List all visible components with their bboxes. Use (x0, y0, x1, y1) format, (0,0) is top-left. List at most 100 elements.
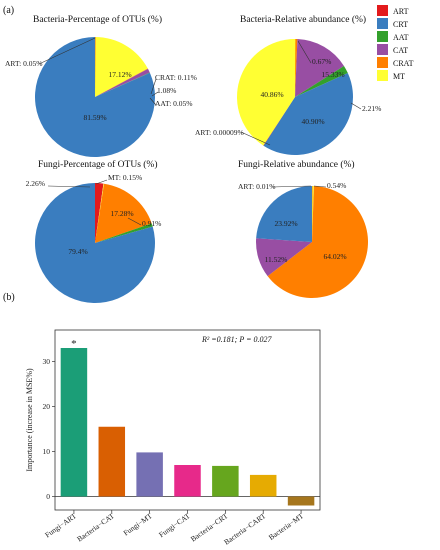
pie-2-leader-art (240, 131, 271, 146)
y-tick-label-10: 10 (43, 447, 51, 456)
pie-2-label-crt: 40.90% (301, 117, 324, 126)
panel-b-label: (b) (3, 292, 15, 303)
pie-2-slice-crt (263, 73, 353, 155)
pie-1-slice-aat (95, 72, 150, 97)
bars: * (60, 338, 315, 506)
pie-4-label-art: ART: 0.01% (238, 182, 276, 191)
pie-3-slice-crt (34, 183, 155, 304)
pie-1-leader-cat (151, 91, 159, 97)
y-tick-label-0: 0 (46, 492, 50, 501)
significance-marker: * (71, 338, 77, 350)
pie-4-label-cat: 11.52% (265, 255, 288, 264)
bar-fungi-mt (136, 452, 163, 497)
bar-fungi-cat (174, 465, 201, 497)
pie-1-label-crt: 81.59% (83, 113, 106, 122)
legend-swatch-art (377, 5, 388, 16)
pie-2-label-art: ART: 0.00009% (195, 128, 244, 137)
pie-2-leader-crat (297, 40, 312, 64)
pie-4-slice-cat (256, 238, 312, 277)
pie-3-slice-crat (95, 183, 152, 243)
x-category-label-0: Fungi−ART (43, 511, 78, 539)
pie-1-slice-cat (95, 68, 150, 97)
pie-4-label-crt: 23.92% (274, 219, 297, 228)
panel-a-label: (a) (3, 5, 14, 16)
bar-bacteria-crt (212, 465, 239, 497)
pie-3-label-cat: MT: 0.15% (108, 173, 142, 182)
pie-4-title: Fungi-Relative abundance (%) (238, 159, 355, 170)
pie-4-label-crat: 64.02% (323, 252, 346, 261)
pie-chart-fungi-abundance: ART: 0.01% 23.92% 11.52% 64.02% 0.54% (238, 181, 369, 298)
bar-fungi-art (60, 348, 88, 497)
x-category-label-2: Fungi−MT (122, 511, 155, 538)
legend-label-aat: AAT (393, 33, 409, 42)
legend-label-art: ART (393, 7, 409, 16)
legend-label-crt: CRT (393, 20, 408, 29)
pie-4-slice-crt (256, 186, 312, 242)
pie-1-slice-crat (95, 68, 148, 97)
pie-2-slice-mt (237, 38, 296, 146)
legend-label-crat: CRAT (393, 59, 414, 68)
legend-swatch-crat (377, 57, 388, 68)
x-category-label-5: Bacteria−CART (222, 511, 267, 547)
pie-3-label-crt: 79.4% (68, 247, 87, 256)
pie-1-leader-aat (149, 97, 157, 106)
pie-chart-bacteria-otus: ART: 0.05% 81.59% AAT: 0.05% 1.08% CRAT: 0.1… (5, 36, 197, 157)
pie-3-slice-mt (95, 183, 105, 243)
pie-2-label-crat: 0.67% (312, 57, 331, 66)
pie-2-label-cat: 15.33% (321, 70, 344, 79)
legend-swatch-mt (377, 70, 388, 81)
legend-swatch-aat (377, 31, 388, 42)
pie-2-label-aat: 2.21% (362, 104, 381, 113)
pie-2-slice-aat (295, 65, 348, 97)
pie-2-title: Bacteria-Relative abundance (%) (240, 14, 366, 25)
pie-4-leader-art (271, 185, 312, 188)
pie-2-leader-aat (350, 102, 362, 110)
pie-1-slice-mt (95, 37, 148, 97)
bar-chart-importance: R² =0.181; P = 0.027 Importance (increas… (25, 329, 321, 547)
pie-chart-fungi-otus: 2.26% 79.4% 0.91% MT: 0.15% 17.28% (26, 173, 161, 304)
x-category-label-1: Bacteria−CAT (75, 511, 116, 543)
bar-bacteria-cart (249, 474, 277, 497)
pie-2-label-mt: 40.86% (260, 90, 283, 99)
y-tick-label-30: 30 (43, 357, 51, 366)
pie-3-slice-aat (95, 223, 153, 243)
pie-2-slice-crat (295, 38, 298, 97)
legend-swatch-cat (377, 44, 388, 55)
pie-3-leader-cat (95, 179, 108, 185)
pie-1-label-mt: 17.12% (108, 70, 131, 79)
pie-4-slice-mt (312, 185, 314, 242)
y-axis-title: Importance (increase in MSE%) (25, 368, 34, 472)
pie-3-label-art: 2.26% (26, 179, 45, 188)
bar-bacteria-mt (287, 496, 315, 506)
pie-4-leader-mt (313, 185, 327, 188)
stats-annotation: R² =0.181; P = 0.027 (201, 335, 272, 344)
bar-bacteria-cat (98, 426, 126, 497)
legend: ART CRT AAT CAT CRAT MT (377, 5, 414, 81)
pie-3-leader-art (47, 185, 91, 188)
pie-3-label-crat: 17.28% (110, 209, 133, 218)
x-category-label-6: Bacteria−MT (267, 511, 306, 542)
pie-1-label-cat: 1.08% (157, 86, 176, 95)
pie-1-label-art: ART: 0.05% (5, 59, 43, 68)
pie-4-label-mt: 0.54% (327, 181, 346, 190)
pie-3-title: Fungi-Percentage of OTUs (%) (38, 159, 158, 170)
pie-1-title: Bacteria-Percentage of OTUs (%) (33, 14, 162, 25)
pie-1-label-crat: CRAT: 0.11% (155, 73, 197, 82)
legend-label-cat: CAT (393, 46, 408, 55)
pie-3-slice-art (95, 183, 104, 243)
legend-swatch-crt (377, 18, 388, 29)
pie-3-label-aat: 0.91% (142, 219, 161, 228)
y-tick-label-20: 20 (43, 402, 51, 411)
legend-label-mt: MT (393, 72, 405, 81)
pie-1-leader-art (38, 37, 96, 65)
pie-1-leader-crat (150, 78, 157, 95)
x-category-label-3: Fungi−CAT (157, 511, 192, 539)
pie-1-slice-crt (34, 37, 155, 157)
pie-3-leader-aat (127, 217, 142, 226)
pie-2-slice-art (263, 97, 295, 146)
pie-1-label-aat: AAT: 0.05% (155, 99, 193, 108)
pie-chart-bacteria-abundance: ART: 0.00009% 40.90% 2.21% 15.33% 0.67% 40.86… (195, 38, 381, 155)
pie-2-slice-cat (295, 39, 344, 97)
